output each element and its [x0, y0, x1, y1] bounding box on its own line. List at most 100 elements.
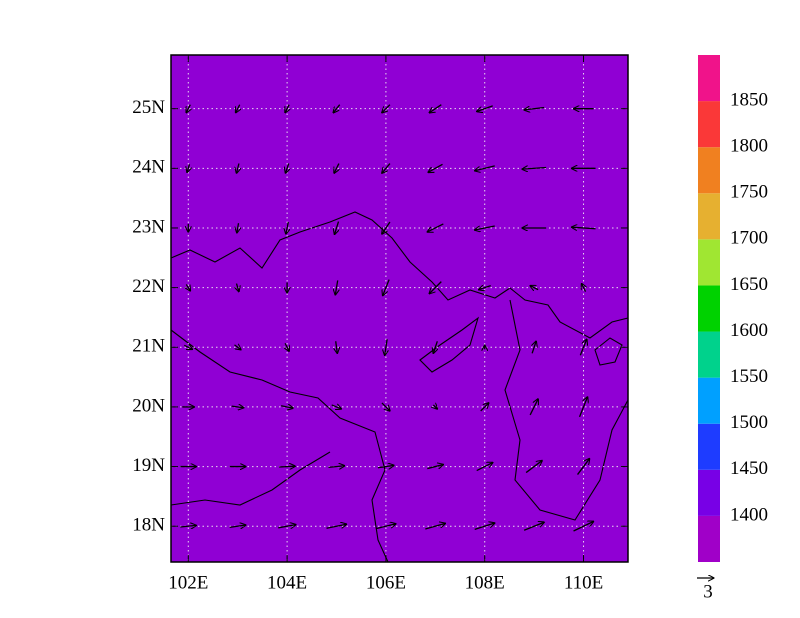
wind-vector [381, 402, 390, 411]
wind-vector [326, 524, 347, 529]
wind-vector [427, 465, 443, 470]
colorbar-segment [698, 515, 720, 562]
colorbar-label: 1600 [730, 320, 768, 341]
colorbar: 1400 1450 1500 1550 1600 1650 1700 1750 1800 1850 [698, 55, 768, 562]
x-tick-label: 106E [366, 572, 406, 593]
wind-vector [236, 104, 240, 113]
wind-vector [382, 163, 391, 174]
x-tick-label: 110E [564, 572, 603, 593]
wind-vector [433, 405, 437, 409]
colorbar-label: 1400 [730, 504, 768, 525]
wind-vector [577, 459, 590, 475]
colorbar-label: 1750 [730, 182, 768, 203]
y-tick-label: 22N [132, 276, 165, 297]
colorbar-label: 1800 [730, 136, 768, 157]
colorbar-segment [698, 469, 720, 516]
colorbar-segment [698, 101, 720, 148]
wind-vector [382, 104, 391, 113]
wind-vector [474, 523, 495, 531]
plot-area: 102E 104E 106E 108E 110E 18N 19N 20N 21N 22N 23N 24… [132, 54, 714, 602]
wind-vector [532, 341, 536, 354]
wind-vector [280, 406, 293, 408]
wind-vector [377, 465, 394, 467]
x-tick-label: 108E [465, 572, 505, 593]
wind-vector [578, 397, 588, 418]
wind-vector [523, 522, 544, 531]
wind-vector [572, 227, 596, 229]
wind-vector [582, 284, 586, 292]
wind-vector [180, 525, 196, 527]
colorbar-segment [698, 331, 720, 378]
colorbar-label: 1450 [730, 458, 768, 479]
wind-vector [529, 399, 538, 416]
coastline [170, 451, 331, 506]
wind-vector [522, 168, 547, 170]
colorbar-label: 1700 [730, 228, 768, 249]
wind-vector [187, 164, 189, 172]
colorbar-segment [698, 423, 720, 470]
x-tick-label: 102E [168, 572, 208, 593]
colorbar-segment [698, 193, 720, 240]
wind-vector [428, 163, 443, 172]
wind-vector [573, 521, 594, 532]
wind-vector [285, 104, 289, 113]
wind-vector [375, 524, 396, 530]
y-tick-label: 23N [132, 216, 165, 237]
reference-label: 3 [703, 581, 713, 602]
wind-vector [333, 104, 341, 113]
colorbar-segment [698, 55, 720, 102]
wind-vector [229, 525, 246, 527]
wind-vector [477, 105, 493, 112]
wind-vector [579, 339, 586, 356]
y-tick-label: 21N [132, 336, 165, 357]
coastline [170, 329, 389, 563]
wind-vector [382, 221, 391, 234]
wind-vector [479, 286, 491, 290]
wind-vector [429, 281, 442, 294]
wind-vector [475, 225, 495, 230]
colorbar-segment [698, 147, 720, 194]
colorbar-label: 1850 [730, 89, 768, 110]
wind-vector [433, 341, 437, 353]
colorbar-label: 1500 [730, 412, 768, 433]
coastline [419, 316, 479, 373]
wind-vector [335, 280, 337, 294]
wind-vector [286, 163, 289, 174]
y-tick-label: 18N [132, 515, 165, 536]
coastline [594, 337, 623, 366]
wind-vector [328, 466, 345, 468]
coastline [504, 299, 629, 521]
wind-vector [231, 406, 244, 408]
wind-vector [480, 403, 489, 412]
wind-vector [331, 405, 342, 409]
wind-vector [525, 461, 542, 474]
colorbar-segment [698, 239, 720, 286]
wind-vector [285, 342, 289, 351]
wind-vector [475, 165, 495, 171]
wind-vector [237, 223, 239, 233]
colorbar-segment [698, 377, 720, 424]
colorbar-segment [698, 285, 720, 332]
wind-vector [234, 345, 240, 350]
coastline [170, 211, 629, 339]
wind-vector [278, 525, 296, 528]
wind-vector [335, 221, 339, 235]
y-tick-label: 19N [132, 455, 165, 476]
wind-vector [429, 104, 442, 113]
wind-vector [530, 286, 539, 290]
colorbar-label: 1550 [730, 366, 768, 387]
colorbar-label: 1650 [730, 274, 768, 295]
wind-vector [286, 221, 288, 234]
wind-vector [385, 339, 387, 355]
wind-vector [184, 345, 192, 349]
wind-vector [186, 284, 190, 290]
wind-vector [236, 163, 238, 174]
wind-vector [524, 107, 545, 109]
wind-vector [186, 104, 190, 113]
wind-vector [383, 279, 390, 296]
x-tick-label: 104E [267, 572, 307, 593]
y-tick-label: 25N [132, 97, 165, 118]
wind-vector [476, 463, 493, 472]
